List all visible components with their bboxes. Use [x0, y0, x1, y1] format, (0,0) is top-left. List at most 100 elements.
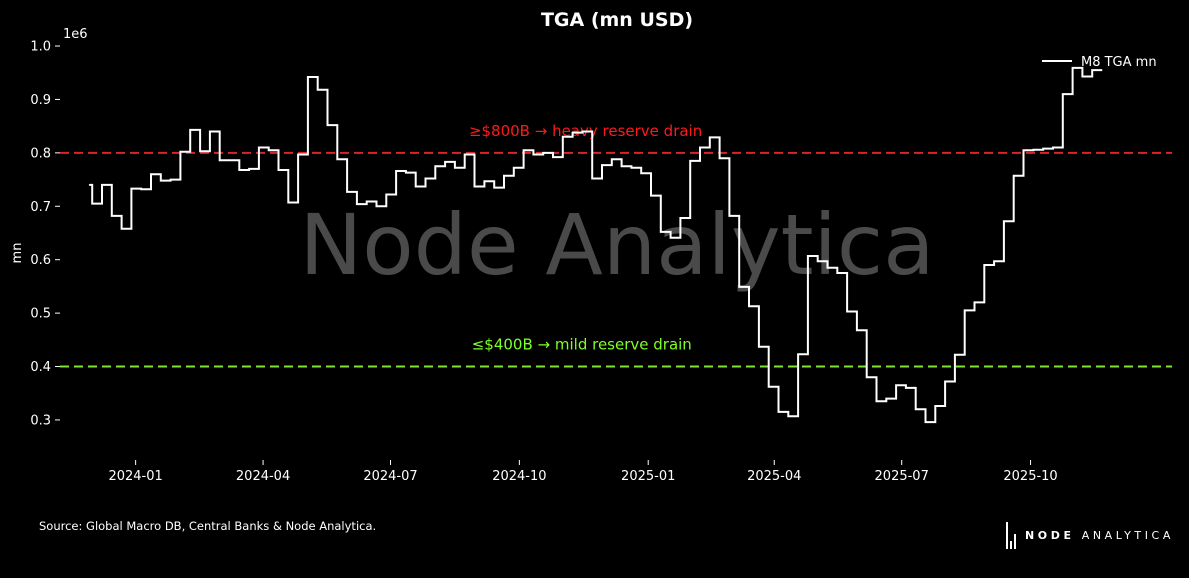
- series-point: [160, 180, 162, 182]
- series-point: [101, 184, 103, 186]
- series-point: [130, 188, 133, 190]
- series-point: [1052, 146, 1054, 149]
- series-point: [111, 215, 113, 217]
- series-point: [905, 387, 907, 389]
- series-point: [954, 354, 956, 356]
- y-tick-label: 0.4: [30, 360, 51, 375]
- series-point: [895, 384, 897, 386]
- series-point: [209, 130, 211, 133]
- series-point: [454, 167, 456, 169]
- series-point: [797, 353, 799, 355]
- series-point: [532, 153, 534, 156]
- x-tick-label: 2025-04: [747, 469, 801, 484]
- brand-text-strong: NODE: [1025, 528, 1075, 542]
- series-point: [228, 159, 231, 161]
- series-point: [219, 159, 221, 161]
- series-point: [483, 180, 485, 182]
- series-point: [88, 184, 91, 186]
- y-tick-label: 0.7: [30, 200, 51, 215]
- series-point: [944, 380, 946, 383]
- series-point: [679, 217, 682, 219]
- series-point: [503, 175, 505, 177]
- series-point: [699, 146, 701, 149]
- series-point: [650, 194, 652, 197]
- series-point: [562, 136, 564, 138]
- y-tick-label: 0.8: [30, 146, 51, 161]
- series-point: [434, 165, 436, 167]
- series-point: [317, 89, 319, 91]
- series-point: [748, 305, 750, 307]
- series-point: [307, 76, 309, 78]
- series-group: [88, 66, 1103, 424]
- y-tick-label: 0.3: [30, 413, 51, 428]
- series-point: [238, 169, 240, 171]
- series-point: [277, 169, 280, 171]
- x-tick-label: 2024-10: [492, 469, 546, 484]
- series-point: [385, 193, 387, 196]
- legend-label: M8 TGA mn: [1081, 55, 1157, 70]
- series-point: [1003, 220, 1005, 222]
- series-point: [395, 170, 397, 172]
- y-tick-label: 1.0: [30, 40, 51, 55]
- series-point: [248, 168, 250, 170]
- series-point: [807, 255, 809, 257]
- series-point: [983, 264, 985, 266]
- series-point: [738, 286, 740, 288]
- series-point: [326, 124, 329, 126]
- series-point: [768, 386, 770, 388]
- series-point: [150, 173, 152, 175]
- series-point: [1022, 149, 1025, 151]
- series-point: [287, 201, 289, 204]
- series-point: [121, 228, 123, 230]
- series-point: [375, 205, 378, 207]
- series-point: [670, 237, 672, 239]
- series-point: [973, 301, 976, 304]
- series-point: [836, 272, 838, 274]
- x-tick-label: 2024-01: [108, 469, 162, 484]
- series-point: [621, 165, 623, 167]
- series-point: [1101, 69, 1103, 71]
- series-point: [297, 153, 299, 156]
- series-point: [719, 157, 721, 159]
- series-point: [493, 186, 495, 189]
- series-point: [826, 267, 829, 269]
- series-point: [473, 185, 476, 188]
- series-point: [1071, 67, 1074, 69]
- y-axis-label: mn: [10, 243, 25, 264]
- series-point: [758, 346, 760, 348]
- series-point: [924, 421, 927, 423]
- series-point: [787, 415, 789, 417]
- series-point: [1081, 75, 1083, 78]
- series-point: [709, 136, 711, 138]
- series-point: [640, 172, 642, 174]
- series-point: [415, 185, 417, 188]
- series-point: [777, 411, 780, 413]
- series-point: [875, 400, 878, 402]
- series-point: [846, 310, 848, 313]
- series-point: [581, 130, 583, 133]
- x-tick-label: 2024-07: [363, 469, 417, 484]
- brand-logo: NODE ANALYTICA: [1005, 520, 1174, 550]
- series-point: [336, 158, 338, 160]
- x-ticks: 2024-01 2024-04 2024-07 2024-10 2025-01 2025-…: [108, 460, 1058, 484]
- legend: M8 TGA mn: [1042, 55, 1157, 70]
- series-point: [91, 203, 93, 205]
- y-ticks: 0.3 0.4 0.5 0.6 0.7 0.8 0.9 1.0: [30, 40, 60, 428]
- series-point: [689, 160, 691, 162]
- series-point: [199, 150, 201, 152]
- series-point: [170, 178, 172, 181]
- series-point: [1013, 175, 1015, 177]
- series-point: [405, 172, 407, 174]
- series-point: [189, 129, 191, 131]
- series-point: [993, 260, 995, 262]
- x-tick-label: 2025-10: [1003, 469, 1057, 484]
- series-point: [356, 203, 358, 205]
- series-point: [964, 309, 966, 312]
- y-tick-label: 0.9: [30, 93, 51, 108]
- series-point: [915, 408, 917, 410]
- series-point: [366, 200, 368, 203]
- series-point: [1032, 149, 1034, 151]
- watermark: Node Analytica: [299, 196, 934, 294]
- series-point: [571, 131, 574, 134]
